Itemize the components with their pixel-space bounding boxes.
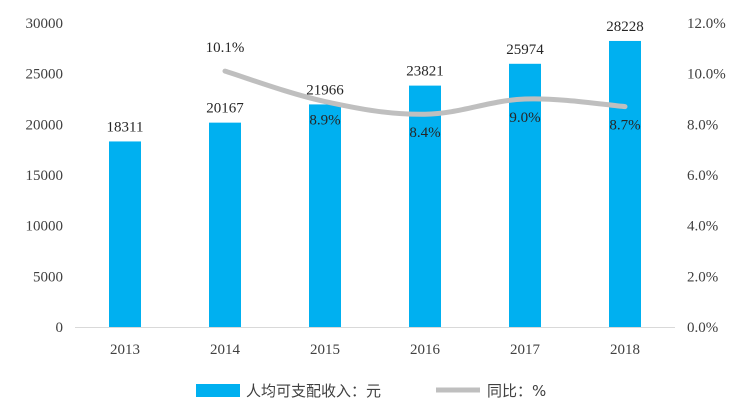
bar (209, 122, 241, 327)
bar-series (109, 40, 641, 328)
y-right-tick-label: 12.0% (687, 16, 726, 32)
bar-value-label: 25974 (506, 42, 544, 58)
bar-value-label: 21966 (306, 82, 344, 98)
y-right-tick-label: 4.0% (687, 219, 718, 235)
y-right-tick-label: 6.0% (687, 168, 718, 184)
bar (309, 104, 341, 328)
x-tick-label: 2014 (210, 342, 241, 358)
y-right-tick-label: 8.0% (687, 117, 718, 133)
line-value-label: 8.9% (309, 113, 340, 129)
y-left-tick-label: 15000 (26, 168, 64, 184)
y-left-tick-label: 30000 (26, 16, 64, 32)
data-labels: 18311 20167 21966 23821 25974 28228 10.1% 8.9% 8… (107, 19, 644, 141)
y-left-tick-label: 20000 (26, 117, 64, 133)
bar-value-label: 20167 (206, 101, 244, 117)
bar-value-label: 23821 (406, 64, 444, 80)
y-left-tick-label: 10000 (26, 219, 64, 235)
legend-bar-label: 人均可支配收入：元 (246, 382, 381, 400)
bar (609, 40, 641, 327)
axes: 0 5000 10000 15000 20000 25000 30000 0.0% 2.0% 4.… (26, 16, 726, 358)
legend-bar-swatch (196, 384, 240, 397)
bar (109, 141, 141, 327)
yoy-line (222, 68, 628, 117)
x-tick-label: 2016 (410, 342, 441, 358)
line-value-label: 8.4% (409, 125, 440, 141)
y-right-tick-label: 0.0% (687, 320, 718, 336)
y-left-tick-label: 0 (56, 320, 64, 336)
x-tick-label: 2015 (310, 342, 340, 358)
x-tick-label: 2018 (610, 342, 640, 358)
line-value-label: 10.1% (206, 40, 245, 56)
legend: 人均可支配收入：元 同比：% (196, 382, 546, 400)
bar-value-label: 28228 (606, 19, 644, 35)
y-right-tick-label: 10.0% (687, 67, 726, 83)
x-tick-label: 2017 (510, 342, 541, 358)
bar (509, 63, 541, 327)
line-value-label: 8.7% (609, 118, 640, 134)
bar (409, 85, 441, 328)
y-right-tick-label: 2.0% (687, 269, 718, 285)
y-left-tick-label: 5000 (33, 269, 63, 285)
legend-line-label: 同比：% (487, 382, 546, 400)
bar-value-label: 18311 (107, 119, 144, 135)
y-left-tick-label: 25000 (26, 67, 64, 83)
line-value-label: 9.0% (509, 110, 540, 126)
x-tick-label: 2013 (110, 342, 140, 358)
line-series (222, 68, 628, 117)
